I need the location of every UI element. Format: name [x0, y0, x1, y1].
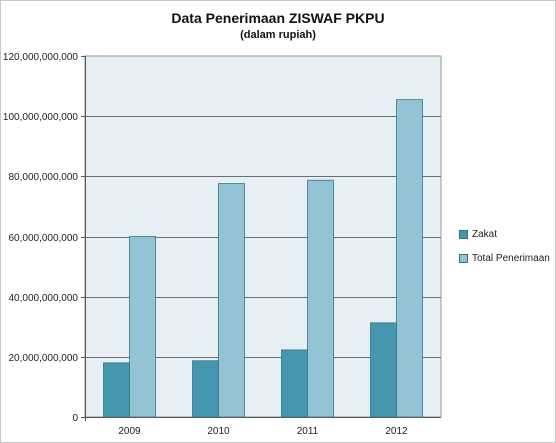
x-tick-label: 2011 — [297, 426, 319, 437]
y-tick-label: 60,000,000,000 — [8, 233, 78, 244]
y-tick-label: 20,000,000,000 — [8, 353, 78, 364]
chart-subtitle: (dalam rupiah) — [240, 29, 316, 41]
legend-swatch-zakat — [459, 230, 468, 239]
bar-total-2011 — [307, 179, 334, 418]
y-tick-label: 120,000,000,000 — [3, 52, 79, 63]
legend-item-zakat: Zakat — [459, 228, 550, 241]
legend: Zakat Total Penerimaan — [459, 228, 550, 276]
x-tick-label: 2012 — [385, 426, 408, 437]
chart-title: Data Penerimaan ZISWAF PKPU — [171, 10, 385, 26]
bar-total-2010 — [218, 183, 245, 418]
x-tick-label: 2009 — [118, 426, 141, 437]
bar-zakat-2009 — [103, 362, 130, 418]
y-tick-label: 80,000,000,000 — [8, 172, 78, 183]
bar-total-2009 — [129, 236, 156, 418]
y-tick-label: 0 — [72, 413, 78, 424]
bar-zakat-2012 — [370, 322, 397, 418]
legend-item-total: Total Penerimaan — [459, 252, 550, 265]
bar-total-2012 — [396, 99, 423, 418]
bar-zakat-2011 — [281, 349, 308, 418]
x-tick-label: 2010 — [207, 426, 230, 437]
legend-label-total: Total Penerimaan — [472, 253, 550, 264]
y-tick-label: 40,000,000,000 — [8, 293, 78, 304]
bar-zakat-2010 — [192, 360, 219, 418]
y-tick-label: 100,000,000,000 — [3, 112, 79, 123]
legend-swatch-total — [459, 254, 468, 263]
legend-label-zakat: Zakat — [472, 229, 498, 240]
